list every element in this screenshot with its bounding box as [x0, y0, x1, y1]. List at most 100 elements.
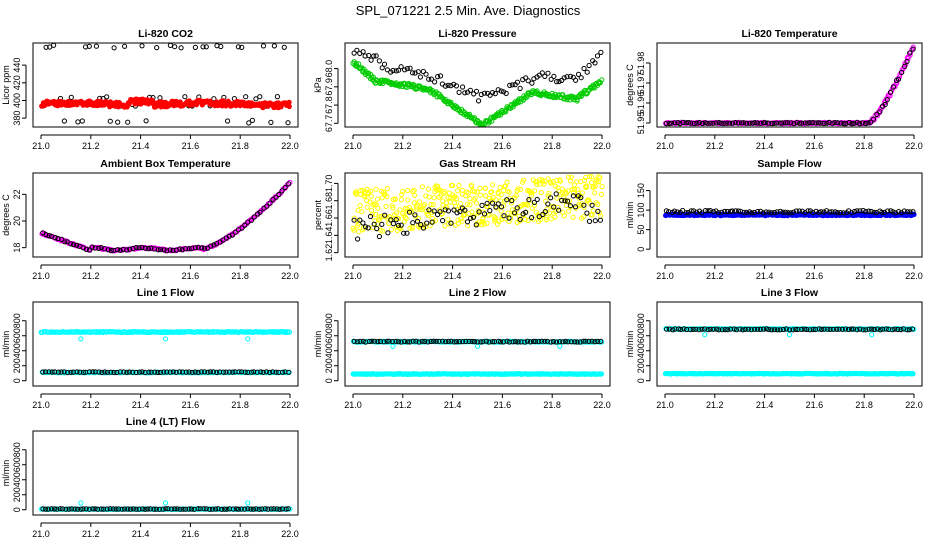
data-point [174, 506, 180, 512]
data-point [509, 82, 515, 88]
data-point [40, 369, 46, 375]
data-point [357, 338, 363, 344]
data-point [400, 188, 406, 194]
data-point [559, 186, 565, 192]
data-point [393, 68, 399, 74]
data-point [584, 69, 590, 75]
x-tick-label: 21.2 [82, 400, 100, 410]
data-point [395, 222, 401, 228]
x-axis: 21.0 21.2 21.4 21.6 21.8 22.0 [344, 134, 611, 151]
data-point [157, 95, 163, 101]
data-point [777, 208, 783, 214]
data-point [126, 369, 132, 375]
x-tick-label: 21.2 [82, 271, 100, 281]
data-point [868, 119, 874, 125]
data-point [383, 203, 389, 209]
data-point [201, 245, 207, 251]
data-point [490, 182, 496, 188]
data-point [473, 200, 479, 206]
data-point [557, 343, 563, 349]
data-point [236, 369, 242, 375]
data-point [43, 232, 49, 238]
data-point [574, 98, 580, 104]
data-point [169, 506, 175, 512]
data-point [590, 208, 596, 214]
data-point [209, 506, 216, 512]
data-point [456, 339, 463, 345]
data-point [192, 369, 198, 375]
data-point [467, 196, 473, 202]
chart-panel: Li-820 Temperature 21.0 21.2 21.4 21.6 21.8 22… [625, 28, 923, 151]
data-point [829, 209, 835, 215]
data-point [230, 506, 236, 512]
data-point [754, 120, 760, 126]
data-point [239, 369, 245, 375]
data-point [807, 327, 813, 333]
data-point [877, 109, 883, 115]
data-point [253, 506, 259, 512]
data-point [268, 506, 274, 512]
data-point [504, 197, 510, 203]
data-point [412, 212, 418, 218]
x-tick-label: 21.4 [444, 271, 462, 281]
x-tick-label: 21.6 [494, 271, 512, 281]
data-point [830, 326, 837, 332]
y-axis-label: Licor ppm [1, 65, 11, 105]
x-tick-label: 21.2 [706, 141, 724, 151]
panel-title: Line 3 Flow [761, 287, 819, 299]
data-point [529, 215, 535, 221]
data-point [403, 216, 409, 222]
data-point [260, 43, 267, 49]
data-point [757, 326, 763, 332]
data-point [758, 208, 764, 214]
data-point [367, 213, 374, 220]
data-point [422, 338, 428, 344]
data-point [251, 369, 257, 375]
data-point [589, 180, 595, 186]
data-point [885, 208, 891, 214]
data-point [716, 327, 722, 333]
data-point [273, 369, 279, 375]
data-point [586, 338, 592, 344]
data-point [542, 209, 548, 215]
plot-frame [344, 172, 611, 258]
data-points [663, 207, 917, 219]
data-point [211, 242, 217, 248]
data-point [263, 369, 270, 375]
data-point [124, 369, 130, 375]
data-point [473, 222, 479, 228]
data-point [114, 247, 121, 253]
data-point [469, 183, 475, 189]
data-point [45, 506, 51, 512]
data-point [714, 326, 720, 332]
data-point [136, 506, 142, 512]
data-point [139, 506, 146, 512]
data-point [522, 216, 528, 222]
data-point [404, 187, 411, 194]
data-point [857, 326, 863, 332]
data-point [479, 202, 485, 208]
data-point [467, 202, 473, 208]
data-point [95, 506, 101, 512]
data-point [186, 369, 192, 375]
data-point [863, 327, 869, 333]
x-tick-label: 21.0 [656, 141, 674, 151]
data-point [846, 120, 852, 126]
data-point [787, 327, 793, 333]
data-point [768, 210, 775, 216]
data-point [435, 74, 441, 80]
data-point [173, 369, 179, 375]
data-point [813, 120, 819, 126]
data-point [120, 246, 126, 252]
data-point [562, 338, 569, 344]
data-point [384, 186, 390, 192]
data-point [666, 120, 672, 127]
x-tick-label: 21.2 [394, 141, 412, 151]
panel-title: Li-820 Pressure [438, 28, 516, 40]
data-point [666, 326, 673, 332]
data-point [868, 208, 874, 215]
data-point [866, 326, 872, 332]
data-point [740, 327, 746, 333]
data-point [454, 339, 460, 345]
